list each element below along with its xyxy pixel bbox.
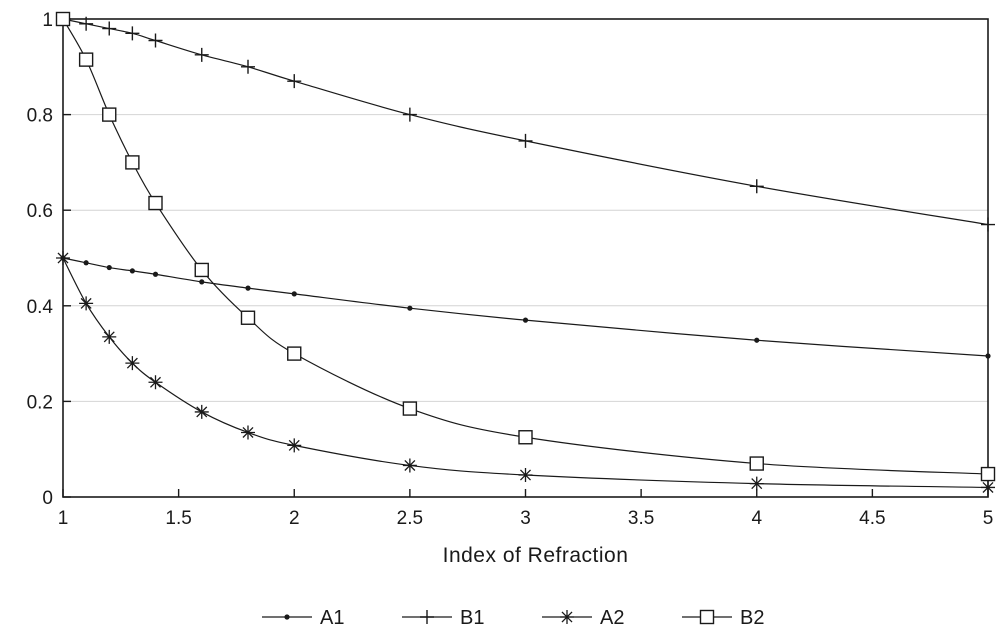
series-layer	[55, 11, 996, 495]
series-a2	[56, 251, 995, 495]
x-axis-title: Index of Refraction	[443, 544, 629, 567]
grid-lines	[63, 114, 988, 402]
y-tick-label: 0.8	[27, 106, 53, 127]
point-marker	[241, 59, 255, 74]
point-marker	[102, 329, 117, 344]
point-marker	[402, 107, 417, 122]
point-marker	[518, 133, 533, 148]
series-line	[62, 18, 989, 475]
point-marker	[79, 16, 94, 31]
point-marker	[129, 268, 135, 274]
plot-frame	[62, 18, 989, 498]
legend-item-a2: A2	[542, 607, 624, 629]
x-tick-label: 1	[58, 508, 69, 529]
point-marker	[284, 614, 290, 620]
point-marker	[194, 262, 209, 278]
point-marker	[106, 264, 112, 271]
point-marker	[83, 260, 89, 266]
point-marker	[78, 52, 94, 67]
y-tick-label: 1	[42, 10, 53, 31]
legend-label: A2	[600, 607, 624, 629]
point-marker	[102, 21, 117, 36]
point-marker	[518, 430, 533, 445]
point-marker	[985, 353, 991, 359]
point-marker	[518, 468, 533, 483]
point-marker	[981, 480, 995, 495]
point-marker	[420, 610, 434, 624]
point-marker	[199, 279, 205, 285]
point-marker	[402, 401, 418, 416]
point-marker	[148, 375, 163, 390]
point-marker	[79, 296, 94, 311]
point-marker	[102, 107, 117, 122]
legend-label: B1	[460, 607, 484, 629]
series-line	[62, 257, 989, 357]
x-tick-label: 3.5	[628, 508, 654, 529]
point-marker	[522, 317, 529, 323]
point-marker	[56, 251, 70, 265]
point-marker	[291, 291, 297, 297]
point-marker	[754, 337, 760, 343]
x-tick-label: 2.5	[397, 508, 423, 529]
x-tick-label: 4.5	[859, 508, 885, 529]
point-marker	[560, 610, 574, 624]
point-marker	[125, 356, 140, 371]
point-marker	[699, 609, 715, 625]
point-marker	[749, 179, 764, 194]
point-marker	[148, 33, 163, 48]
point-marker	[240, 310, 256, 325]
point-marker	[749, 456, 764, 471]
y-tick-label: 0.6	[27, 201, 53, 222]
legend-label: B2	[740, 607, 764, 629]
point-marker	[980, 466, 996, 482]
point-marker	[402, 458, 417, 473]
point-marker	[152, 271, 159, 277]
point-marker	[287, 438, 302, 453]
point-marker	[749, 476, 764, 491]
y-tick-label: 0	[42, 488, 53, 509]
point-marker	[245, 285, 251, 291]
point-marker	[407, 305, 413, 311]
point-marker	[125, 155, 140, 170]
series-b2	[55, 11, 996, 482]
x-tick-label: 1.5	[165, 508, 191, 529]
axes: 0 0.2 0.4 0.6 0.8 1 1 1.5 2 2.5 3 3.5 4 4.5 5	[27, 10, 994, 529]
point-marker	[287, 74, 302, 89]
series-a1	[60, 255, 991, 359]
x-tick-label: 4	[751, 508, 762, 529]
point-marker	[287, 346, 302, 361]
legend-item-b1: B1	[402, 607, 484, 629]
legend-item-a1: A1	[262, 607, 344, 629]
x-tick-label: 2	[289, 508, 300, 529]
point-marker	[125, 26, 140, 41]
y-tick-label: 0.4	[27, 297, 54, 318]
point-marker	[55, 11, 71, 27]
legend-item-b2: B2	[682, 607, 764, 629]
series-line	[62, 257, 989, 489]
point-marker	[194, 47, 209, 62]
y-tick-label: 0.2	[27, 392, 53, 413]
legend-label: A1	[320, 607, 344, 629]
x-tick-label: 3	[520, 508, 531, 529]
point-marker	[148, 195, 163, 211]
point-marker	[241, 425, 255, 440]
x-tick-label: 5	[983, 508, 994, 529]
series-b1	[56, 12, 995, 232]
point-marker	[194, 404, 209, 419]
point-marker	[981, 217, 995, 232]
legend: A1 B1 A2 B2	[262, 607, 764, 629]
